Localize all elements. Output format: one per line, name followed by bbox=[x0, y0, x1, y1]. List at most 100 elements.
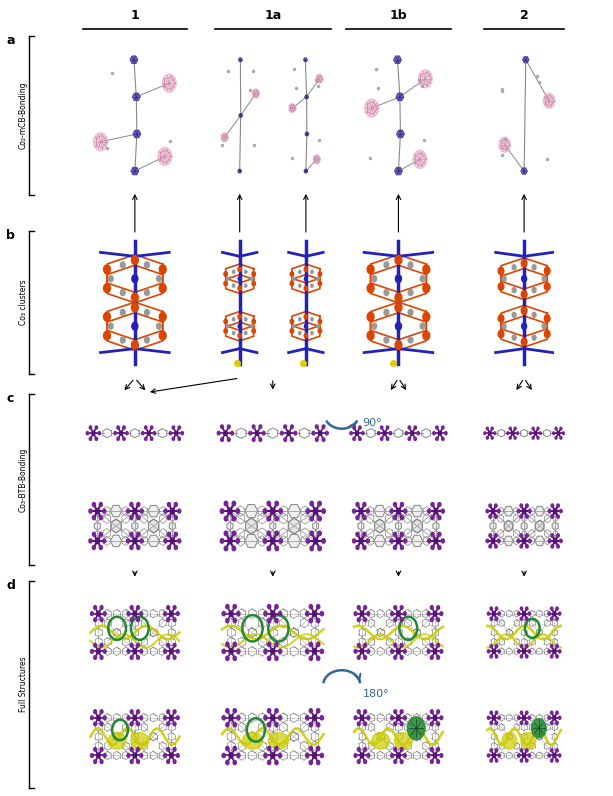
Circle shape bbox=[437, 656, 440, 659]
Polygon shape bbox=[396, 93, 404, 101]
Circle shape bbox=[423, 312, 430, 322]
Circle shape bbox=[259, 425, 262, 428]
Circle shape bbox=[103, 539, 106, 543]
Polygon shape bbox=[227, 522, 233, 530]
Circle shape bbox=[100, 606, 103, 610]
Circle shape bbox=[123, 437, 125, 440]
Circle shape bbox=[520, 711, 523, 714]
Circle shape bbox=[222, 650, 226, 654]
Circle shape bbox=[267, 723, 271, 727]
Circle shape bbox=[89, 426, 91, 429]
Circle shape bbox=[386, 426, 389, 429]
Circle shape bbox=[490, 711, 492, 714]
Circle shape bbox=[91, 754, 93, 757]
Text: a: a bbox=[6, 34, 15, 47]
Circle shape bbox=[164, 754, 166, 757]
Circle shape bbox=[433, 649, 437, 654]
Polygon shape bbox=[287, 505, 300, 517]
Circle shape bbox=[525, 645, 528, 648]
Circle shape bbox=[117, 426, 120, 429]
Circle shape bbox=[299, 318, 301, 321]
Polygon shape bbox=[433, 522, 439, 530]
Circle shape bbox=[394, 747, 397, 751]
Circle shape bbox=[316, 438, 318, 442]
Circle shape bbox=[167, 545, 170, 549]
Circle shape bbox=[517, 650, 520, 653]
Circle shape bbox=[259, 438, 262, 442]
Circle shape bbox=[521, 259, 527, 267]
Text: b: b bbox=[6, 229, 15, 242]
Circle shape bbox=[130, 606, 133, 610]
Circle shape bbox=[430, 710, 433, 713]
Circle shape bbox=[137, 656, 140, 659]
Circle shape bbox=[430, 722, 433, 726]
Polygon shape bbox=[305, 132, 309, 136]
Circle shape bbox=[270, 538, 275, 544]
Text: Co₃-BTB-Bonding: Co₃-BTB-Bonding bbox=[19, 447, 28, 512]
Circle shape bbox=[91, 716, 93, 720]
Circle shape bbox=[262, 431, 265, 435]
Circle shape bbox=[131, 256, 139, 264]
Circle shape bbox=[400, 722, 403, 726]
Circle shape bbox=[94, 133, 107, 150]
Circle shape bbox=[93, 545, 96, 549]
Polygon shape bbox=[535, 521, 544, 532]
Circle shape bbox=[532, 427, 534, 430]
Circle shape bbox=[320, 716, 324, 720]
Circle shape bbox=[364, 643, 367, 647]
Circle shape bbox=[226, 618, 229, 622]
Polygon shape bbox=[133, 130, 141, 138]
Circle shape bbox=[100, 710, 103, 713]
Polygon shape bbox=[288, 518, 300, 534]
Circle shape bbox=[245, 284, 247, 287]
Circle shape bbox=[275, 747, 278, 751]
Circle shape bbox=[236, 539, 240, 543]
Circle shape bbox=[224, 271, 227, 276]
Circle shape bbox=[104, 650, 106, 654]
Circle shape bbox=[556, 749, 558, 752]
Circle shape bbox=[227, 538, 232, 544]
Circle shape bbox=[495, 721, 498, 724]
Circle shape bbox=[367, 312, 374, 322]
Circle shape bbox=[174, 502, 177, 506]
Circle shape bbox=[495, 534, 497, 537]
Polygon shape bbox=[148, 505, 159, 517]
Circle shape bbox=[291, 438, 293, 442]
Circle shape bbox=[226, 642, 229, 646]
Circle shape bbox=[142, 431, 144, 435]
Ellipse shape bbox=[131, 732, 149, 749]
Circle shape bbox=[492, 611, 495, 615]
Circle shape bbox=[238, 286, 242, 291]
Circle shape bbox=[104, 312, 110, 322]
Polygon shape bbox=[245, 518, 257, 534]
Circle shape bbox=[100, 656, 103, 659]
Circle shape bbox=[491, 436, 493, 439]
Circle shape bbox=[169, 431, 172, 435]
Circle shape bbox=[267, 642, 271, 646]
Circle shape bbox=[264, 611, 267, 616]
Circle shape bbox=[316, 656, 320, 661]
Circle shape bbox=[316, 618, 320, 622]
Circle shape bbox=[437, 710, 440, 713]
Circle shape bbox=[94, 710, 96, 713]
Circle shape bbox=[126, 509, 129, 513]
Circle shape bbox=[226, 760, 229, 765]
Circle shape bbox=[140, 754, 143, 757]
Polygon shape bbox=[305, 95, 309, 99]
Circle shape bbox=[318, 329, 322, 334]
Circle shape bbox=[560, 539, 562, 543]
Circle shape bbox=[304, 267, 308, 271]
Circle shape bbox=[554, 539, 557, 543]
Circle shape bbox=[517, 754, 520, 757]
Circle shape bbox=[384, 262, 389, 268]
Circle shape bbox=[167, 710, 170, 713]
Circle shape bbox=[217, 431, 220, 435]
Circle shape bbox=[520, 544, 522, 548]
Text: Co₂-mCB-Bonding: Co₂-mCB-Bonding bbox=[19, 82, 28, 149]
Circle shape bbox=[390, 509, 393, 513]
Circle shape bbox=[133, 538, 137, 544]
Circle shape bbox=[96, 509, 99, 513]
Circle shape bbox=[558, 612, 561, 615]
Circle shape bbox=[227, 438, 230, 442]
Circle shape bbox=[433, 431, 435, 435]
